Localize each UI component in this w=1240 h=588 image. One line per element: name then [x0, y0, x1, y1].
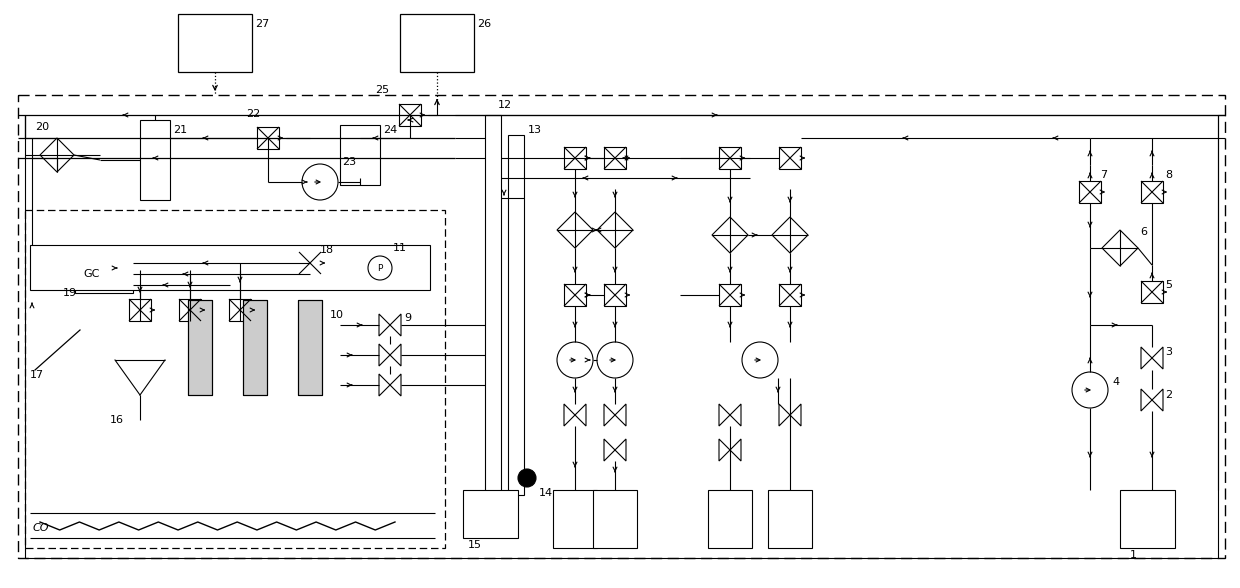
Text: 5: 5: [1166, 280, 1172, 290]
Bar: [229, 299, 250, 321]
Bar: [1141, 281, 1163, 303]
Bar: [19, 95, 1225, 558]
Bar: [508, 135, 525, 495]
Text: 18: 18: [320, 245, 334, 255]
Bar: [298, 300, 322, 395]
Bar: [1141, 181, 1163, 203]
Bar: [298, 300, 322, 395]
Text: 1: 1: [1130, 550, 1137, 560]
Bar: [179, 14, 252, 72]
Text: 10: 10: [330, 310, 343, 320]
Text: 9: 9: [404, 313, 412, 323]
Bar: [779, 284, 801, 306]
Text: 19: 19: [63, 288, 77, 298]
Bar: [553, 490, 596, 548]
Bar: [604, 147, 626, 169]
Bar: [257, 127, 279, 149]
Circle shape: [368, 256, 392, 280]
Text: 2: 2: [1166, 390, 1172, 400]
Bar: [719, 284, 742, 306]
Bar: [768, 490, 812, 548]
Bar: [708, 490, 751, 548]
Text: 25: 25: [374, 85, 389, 95]
Text: 20: 20: [35, 122, 50, 132]
Text: 15: 15: [467, 540, 482, 550]
Bar: [243, 300, 267, 395]
Text: 14: 14: [539, 488, 553, 498]
Text: 7: 7: [1100, 170, 1107, 180]
Bar: [604, 284, 626, 306]
Text: 13: 13: [528, 125, 542, 135]
Text: 22: 22: [246, 109, 260, 119]
Text: 11: 11: [393, 243, 407, 253]
Bar: [593, 490, 637, 548]
Text: CO: CO: [33, 523, 50, 533]
Bar: [188, 300, 212, 395]
Bar: [401, 14, 474, 72]
Bar: [25, 210, 445, 548]
Bar: [1120, 490, 1176, 548]
Bar: [564, 284, 587, 306]
Text: 26: 26: [477, 19, 491, 29]
Bar: [299, 252, 321, 274]
Bar: [340, 125, 379, 185]
Text: 12: 12: [498, 100, 512, 110]
Bar: [399, 104, 422, 126]
Bar: [719, 147, 742, 169]
Bar: [179, 299, 201, 321]
Text: P: P: [377, 263, 383, 272]
Text: 24: 24: [383, 125, 397, 135]
Text: 21: 21: [174, 125, 187, 135]
Bar: [779, 147, 801, 169]
Circle shape: [518, 469, 536, 487]
Bar: [243, 300, 267, 395]
Bar: [30, 245, 430, 290]
Bar: [463, 490, 518, 538]
Bar: [188, 300, 212, 395]
Text: 3: 3: [1166, 347, 1172, 357]
Text: 17: 17: [30, 370, 45, 380]
Bar: [129, 299, 151, 321]
Bar: [1079, 181, 1101, 203]
Text: 8: 8: [1166, 170, 1172, 180]
Bar: [564, 147, 587, 169]
Text: 6: 6: [1140, 227, 1147, 237]
Text: 27: 27: [255, 19, 269, 29]
Text: 23: 23: [342, 157, 356, 167]
Text: 16: 16: [110, 415, 124, 425]
Bar: [140, 120, 170, 200]
Text: GC: GC: [83, 269, 99, 279]
Bar: [74, 255, 133, 293]
Text: 4: 4: [1112, 377, 1120, 387]
Bar: [485, 115, 501, 495]
